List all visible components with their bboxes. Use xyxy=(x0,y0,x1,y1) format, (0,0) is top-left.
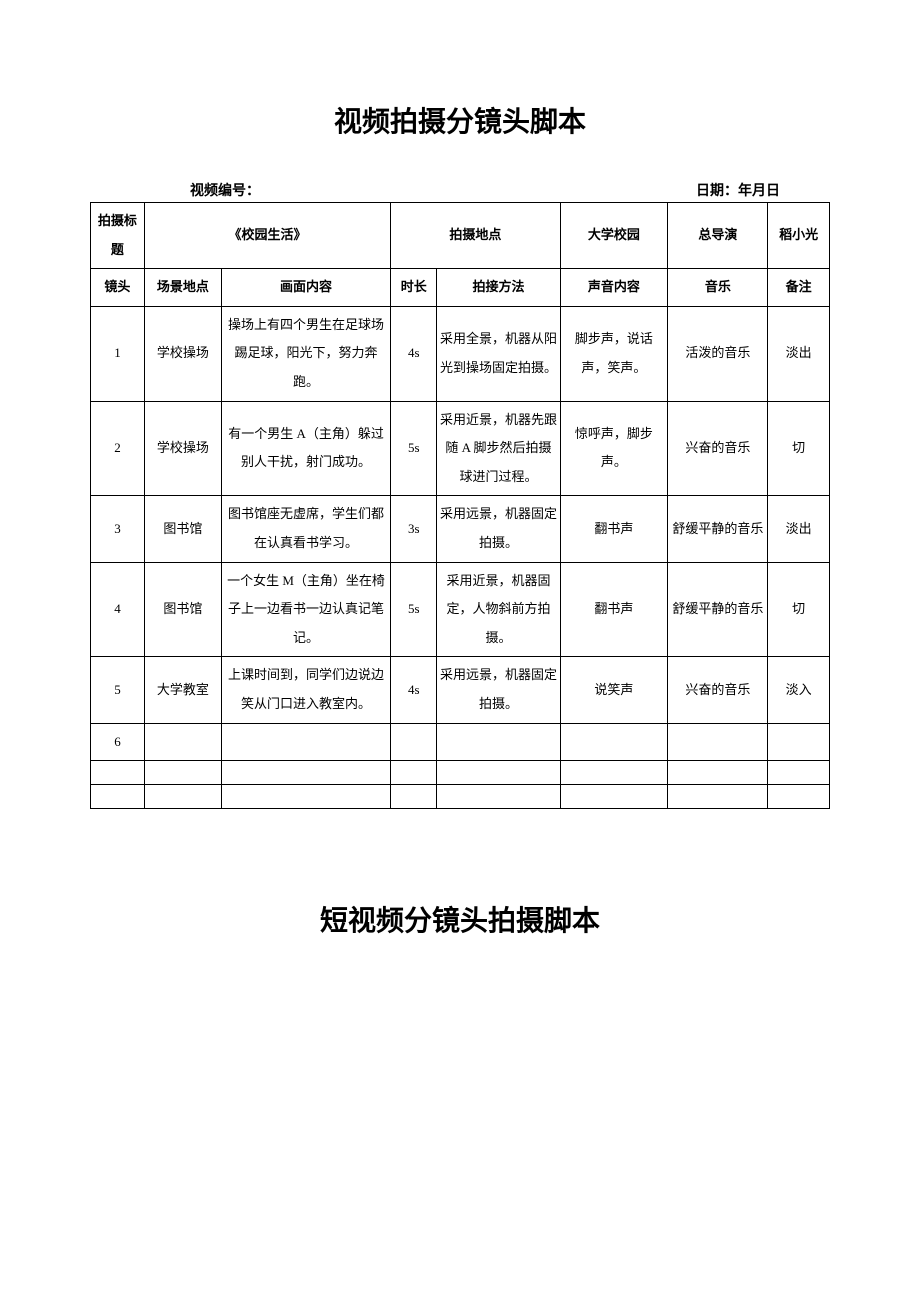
main-title-1: 视频拍摄分镜头脚本 xyxy=(90,100,830,140)
cell-scene: 图书馆 xyxy=(144,496,221,562)
cell-duration: 5s xyxy=(391,401,437,496)
col-duration: 时长 xyxy=(391,269,437,307)
header-shoot-title-value: 《校园生活》 xyxy=(144,203,390,269)
cell-duration xyxy=(391,723,437,761)
storyboard-table: 拍摄标题 《校园生活》 拍摄地点 大学校园 总导演 稻小光 镜头 场景地点 画面… xyxy=(90,202,830,809)
header-location-label: 拍摄地点 xyxy=(391,203,560,269)
cell-content xyxy=(221,723,390,761)
cell-music: 活泼的音乐 xyxy=(668,306,768,401)
cell-shot: 5 xyxy=(91,657,145,723)
table-header-row-1: 拍摄标题 《校园生活》 拍摄地点 大学校园 总导演 稻小光 xyxy=(91,203,830,269)
table-row: 3 图书馆 图书馆座无虚席，学生们都在认真看书学习。 3s 采用远景，机器固定拍… xyxy=(91,496,830,562)
cell-method: 采用近景，机器固定，人物斜前方拍摄。 xyxy=(437,562,560,657)
cell-content: 一个女生 M（主角）坐在椅子上一边看书一边认真记笔记。 xyxy=(221,562,390,657)
video-number-label: 视频编号： xyxy=(90,180,260,200)
cell-shot: 6 xyxy=(91,723,145,761)
meta-row: 视频编号： 日期：年月日 xyxy=(90,180,830,200)
header-shoot-title-label: 拍摄标题 xyxy=(91,203,145,269)
cell-note xyxy=(768,723,830,761)
col-sound: 声音内容 xyxy=(560,269,668,307)
cell-sound: 说笑声 xyxy=(560,657,668,723)
cell-note: 切 xyxy=(768,562,830,657)
table-row: 5 大学教室 上课时间到，同学们边说边笑从门口进入教室内。 4s 采用远景，机器… xyxy=(91,657,830,723)
cell-duration: 4s xyxy=(391,657,437,723)
cell-method: 采用近景，机器先跟随 A 脚步然后拍摄球进门过程。 xyxy=(437,401,560,496)
cell-sound: 翻书声 xyxy=(560,496,668,562)
header-location-value: 大学校园 xyxy=(560,203,668,269)
col-scene: 场景地点 xyxy=(144,269,221,307)
cell-method: 采用远景，机器固定拍摄。 xyxy=(437,657,560,723)
col-content: 画面内容 xyxy=(221,269,390,307)
main-title-2: 短视频分镜头拍摄脚本 xyxy=(90,899,830,939)
col-shot: 镜头 xyxy=(91,269,145,307)
cell-method: 采用全景，机器从阳光到操场固定拍摄。 xyxy=(437,306,560,401)
cell-note: 淡出 xyxy=(768,306,830,401)
cell-scene: 图书馆 xyxy=(144,562,221,657)
table-row: 4 图书馆 一个女生 M（主角）坐在椅子上一边看书一边认真记笔记。 5s 采用近… xyxy=(91,562,830,657)
cell-music: 兴奋的音乐 xyxy=(668,657,768,723)
header-director-value: 稻小光 xyxy=(768,203,830,269)
cell-note: 切 xyxy=(768,401,830,496)
table-empty-row xyxy=(91,785,830,809)
cell-duration: 3s xyxy=(391,496,437,562)
cell-method: 采用远景，机器固定拍摄。 xyxy=(437,496,560,562)
cell-music: 兴奋的音乐 xyxy=(668,401,768,496)
date-label: 日期：年月日 xyxy=(696,180,830,200)
cell-scene: 学校操场 xyxy=(144,306,221,401)
cell-shot: 3 xyxy=(91,496,145,562)
col-music: 音乐 xyxy=(668,269,768,307)
cell-scene xyxy=(144,723,221,761)
table-row: 2 学校操场 有一个男生 A（主角）躲过别人干扰，射门成功。 5s 采用近景，机… xyxy=(91,401,830,496)
cell-scene: 学校操场 xyxy=(144,401,221,496)
cell-note: 淡入 xyxy=(768,657,830,723)
cell-scene: 大学教室 xyxy=(144,657,221,723)
cell-shot: 4 xyxy=(91,562,145,657)
cell-music: 舒缓平静的音乐 xyxy=(668,496,768,562)
cell-content: 上课时间到，同学们边说边笑从门口进入教室内。 xyxy=(221,657,390,723)
cell-music xyxy=(668,723,768,761)
table-row: 6 xyxy=(91,723,830,761)
cell-shot: 1 xyxy=(91,306,145,401)
cell-content: 操场上有四个男生在足球场踢足球，阳光下，努力奔跑。 xyxy=(221,306,390,401)
col-method: 拍接方法 xyxy=(437,269,560,307)
cell-method xyxy=(437,723,560,761)
cell-note: 淡出 xyxy=(768,496,830,562)
cell-sound xyxy=(560,723,668,761)
cell-sound: 脚步声，说话声，笑声。 xyxy=(560,306,668,401)
cell-duration: 5s xyxy=(391,562,437,657)
col-note: 备注 xyxy=(768,269,830,307)
table-columns-row: 镜头 场景地点 画面内容 时长 拍接方法 声音内容 音乐 备注 xyxy=(91,269,830,307)
cell-content: 有一个男生 A（主角）躲过别人干扰，射门成功。 xyxy=(221,401,390,496)
cell-content: 图书馆座无虚席，学生们都在认真看书学习。 xyxy=(221,496,390,562)
cell-shot: 2 xyxy=(91,401,145,496)
cell-sound: 惊呼声，脚步声。 xyxy=(560,401,668,496)
cell-sound: 翻书声 xyxy=(560,562,668,657)
header-director-label: 总导演 xyxy=(668,203,768,269)
table-empty-row xyxy=(91,761,830,785)
cell-duration: 4s xyxy=(391,306,437,401)
cell-music: 舒缓平静的音乐 xyxy=(668,562,768,657)
table-row: 1 学校操场 操场上有四个男生在足球场踢足球，阳光下，努力奔跑。 4s 采用全景… xyxy=(91,306,830,401)
